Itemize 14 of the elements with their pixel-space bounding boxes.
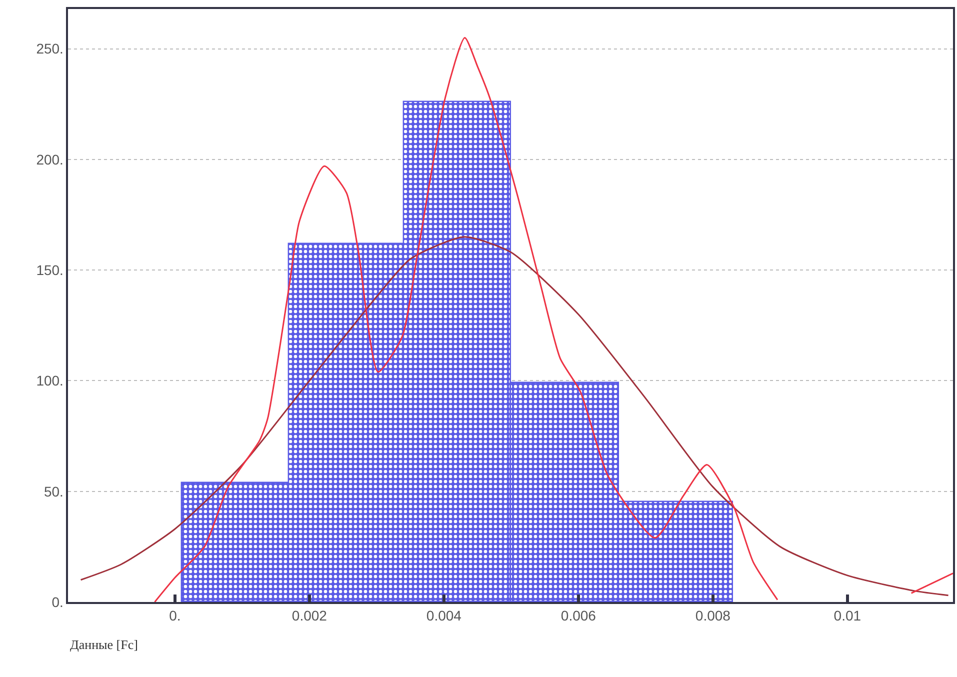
x-tick-label: 0. [169, 608, 181, 624]
y-tick-label: 50. [44, 483, 64, 500]
y-tick-label: 150. [36, 262, 64, 278]
x-tick-label: 0.006 [560, 608, 596, 624]
x-tick-label: 0.004 [426, 608, 462, 624]
y-tick-label: 100. [36, 372, 64, 389]
line-series [80, 236, 950, 596]
y-tick-label: 200. [36, 151, 64, 168]
y-tick-label: 250. [36, 40, 64, 57]
x-tick-label: 0.008 [695, 608, 731, 624]
x-tick-label: 0.01 [834, 608, 862, 624]
y-tick-label: 0. [52, 594, 64, 610]
x-axis-title: Данные [Fc] [70, 637, 138, 652]
x-tick-label: 0.002 [292, 608, 328, 624]
